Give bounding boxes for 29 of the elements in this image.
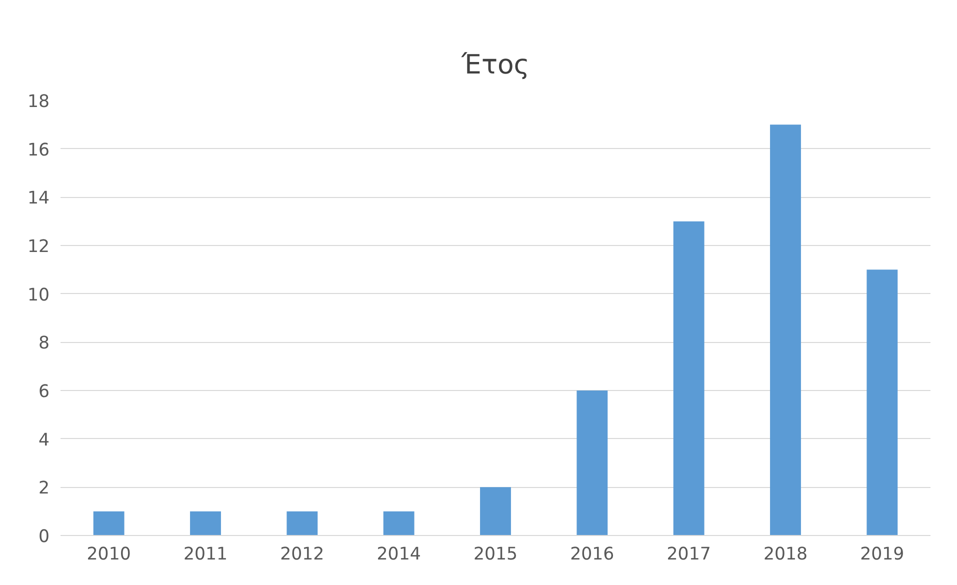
bar	[866, 270, 898, 536]
y-tick-label: 18	[27, 92, 50, 112]
y-tick-label: 12	[27, 237, 50, 257]
x-tick-label: 2019	[860, 544, 904, 564]
x-tick-label: 2015	[473, 544, 518, 564]
x-tick-label: 2012	[280, 544, 324, 564]
bar	[383, 511, 414, 536]
y-tick-label: 0	[38, 527, 50, 547]
bar	[190, 511, 221, 536]
bar	[576, 390, 608, 536]
x-tick-label: 2017	[666, 544, 711, 564]
y-tick-label: 16	[27, 140, 50, 160]
y-tick-label: 10	[27, 285, 50, 306]
y-tick-label: 2	[38, 478, 50, 499]
x-tick-label: 2010	[86, 544, 131, 564]
x-tick-label: 2016	[570, 544, 614, 564]
bar	[480, 487, 511, 536]
bar	[770, 124, 801, 536]
bar	[93, 511, 124, 536]
y-tick-label: 4	[38, 430, 50, 450]
x-tick-label: 2018	[763, 544, 808, 564]
chart-title: Έτος	[460, 50, 530, 80]
y-tick-label: 8	[38, 334, 50, 354]
bar	[286, 511, 318, 536]
y-tick-label: 6	[38, 382, 50, 402]
x-tick-label: 2014	[376, 544, 421, 564]
x-tick-label: 2011	[183, 544, 228, 564]
y-tick-label: 14	[27, 188, 50, 209]
bar	[673, 221, 704, 536]
